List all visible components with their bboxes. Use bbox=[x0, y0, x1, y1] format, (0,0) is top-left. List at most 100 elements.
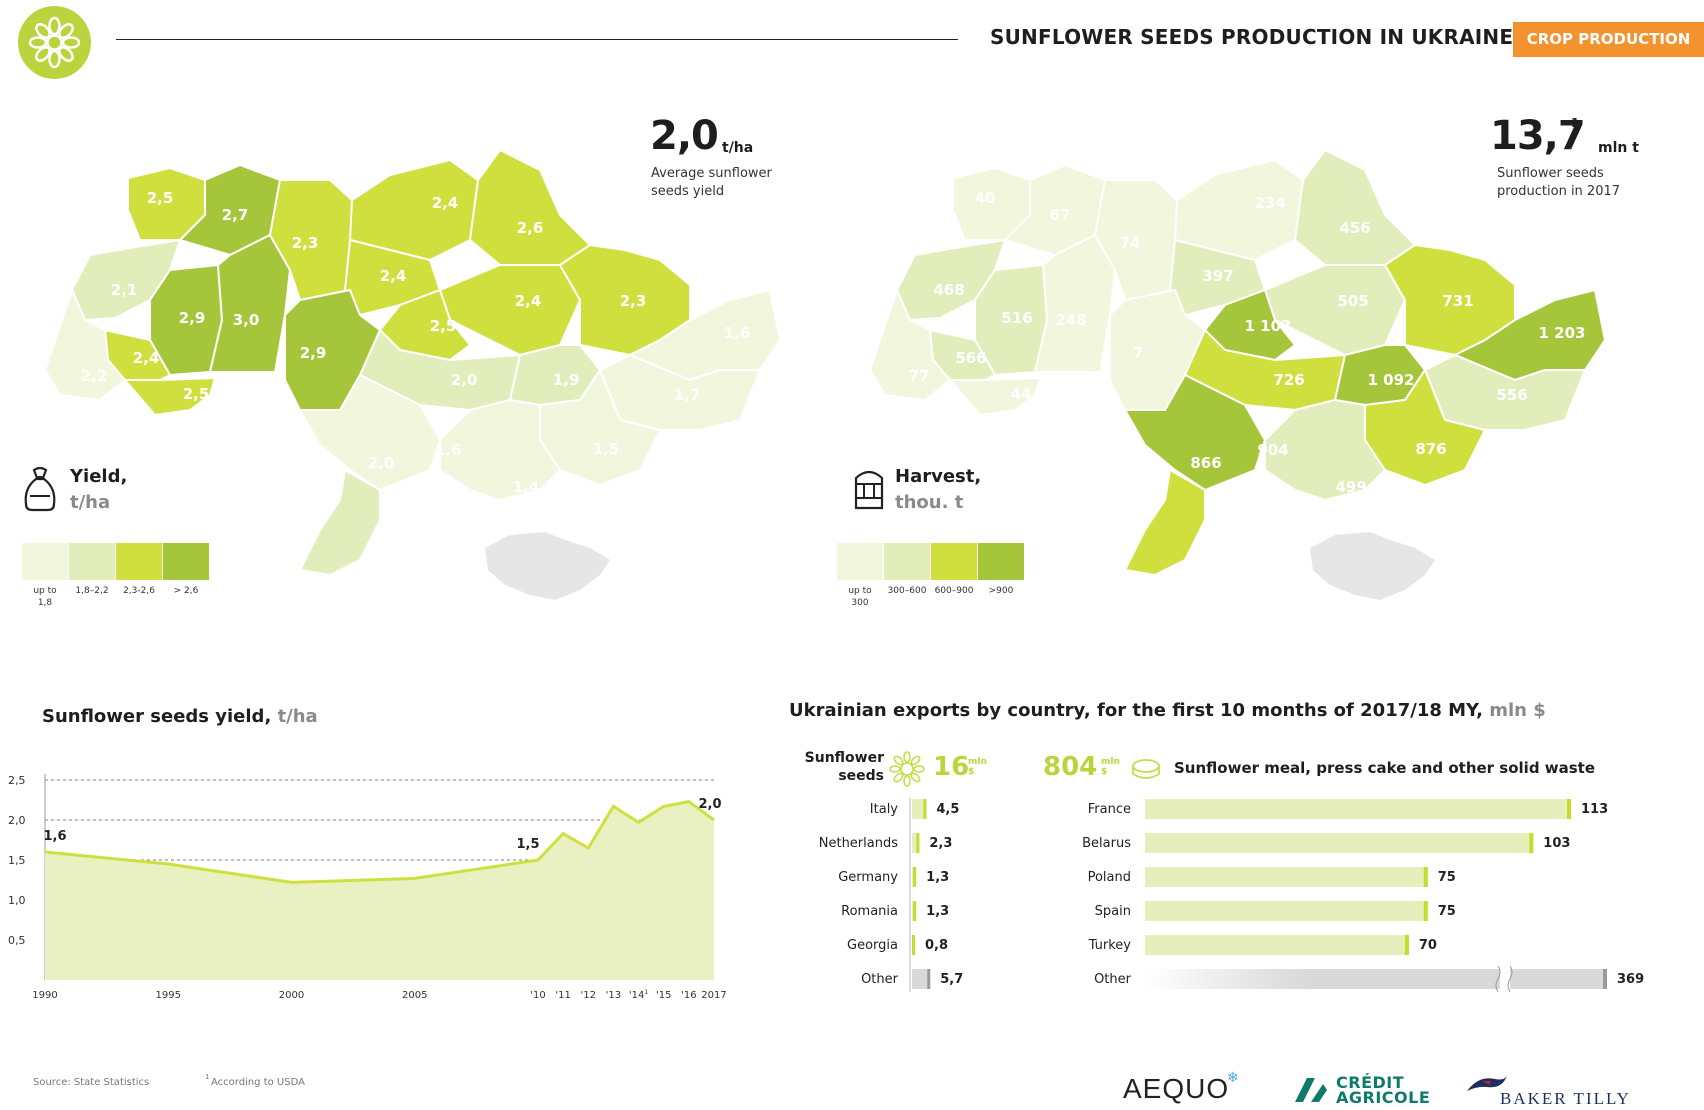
region-value-label: 74 bbox=[1120, 234, 1141, 252]
region-value-label: 1,6 bbox=[435, 441, 462, 459]
region-value-label: 1,4 bbox=[513, 478, 540, 496]
x-tick-label: 1990 bbox=[32, 990, 57, 1001]
harvest-total-caption: Sunflower seeds production in 2017 bbox=[1497, 165, 1620, 201]
map-region bbox=[1033, 233, 1117, 373]
credit-agricole-logo: CRÉDIT AGRICOLE bbox=[1336, 1073, 1431, 1107]
baker-tilly-icon bbox=[1465, 1073, 1509, 1099]
seeds-category-label: Italy bbox=[870, 802, 899, 817]
data-label: 1,5 bbox=[516, 837, 539, 852]
baker-tilly-logo: BAKER TILLY bbox=[1500, 1089, 1631, 1108]
region-value-label: 2,0 bbox=[451, 371, 478, 389]
legend-label: up to 1,8 bbox=[33, 586, 57, 608]
region-value-label: 566 bbox=[955, 349, 986, 367]
region-value-label: 2,5 bbox=[147, 189, 174, 207]
credit-agricole-icon bbox=[1293, 1076, 1329, 1108]
map-region bbox=[439, 398, 562, 502]
map-region bbox=[122, 376, 217, 417]
map-region bbox=[1293, 148, 1417, 266]
map-region bbox=[1123, 468, 1206, 577]
meal-category-label: Poland bbox=[1088, 870, 1131, 885]
region-value-label: 505 bbox=[1337, 292, 1368, 310]
yield-area bbox=[45, 801, 714, 980]
harvest-legend-title: Harvest, thou. t bbox=[895, 464, 981, 516]
meal-total-unit: mln $ bbox=[1101, 757, 1120, 777]
y-tick-label: 2,0 bbox=[8, 814, 26, 827]
region-value-label: 904 bbox=[1257, 441, 1288, 459]
legend-label: 2,3-2,6 bbox=[123, 586, 155, 596]
legend-swatch bbox=[116, 543, 162, 580]
region-value-label: 7 bbox=[1133, 344, 1143, 362]
avg-yield-unit: t/ha bbox=[722, 140, 754, 156]
meal-block-label: Sunflower meal, press cake and other sol… bbox=[1174, 759, 1596, 777]
region-value-label: 1,7 bbox=[674, 386, 701, 404]
meal-bar bbox=[1145, 799, 1572, 819]
x-tick-label: '13 bbox=[606, 990, 621, 1001]
exports-title-unit: mln $ bbox=[1489, 700, 1546, 721]
map-region bbox=[208, 233, 292, 373]
data-label: 2,0 bbox=[698, 797, 721, 812]
seeds-total-value: 16 bbox=[933, 752, 970, 782]
region-value-label: 1 103 bbox=[1245, 317, 1292, 335]
region-value-label: 866 bbox=[1190, 454, 1221, 472]
aequo-logo: AEQUO bbox=[1123, 1073, 1230, 1104]
meal-pellet-icon bbox=[1130, 756, 1162, 788]
region-value-label: 876 bbox=[1415, 440, 1446, 458]
y-tick-label: 1,0 bbox=[8, 894, 26, 907]
seeds-category-label: Other bbox=[861, 972, 899, 987]
region-value-label: 731 bbox=[1442, 292, 1473, 310]
meal-category-label: France bbox=[1088, 802, 1131, 817]
region-value-label: 556 bbox=[1496, 386, 1527, 404]
credit-agricole-line1: CRÉDIT bbox=[1336, 1073, 1405, 1092]
axis-break bbox=[1500, 966, 1510, 992]
region-value-label: 2,4 bbox=[133, 349, 160, 367]
region-value-label: 2,4 bbox=[515, 292, 542, 310]
region-value-label: 499 bbox=[1335, 478, 1366, 496]
avg-yield-caption-line1: Average sunflower bbox=[651, 166, 772, 181]
meal-bar-cap bbox=[1567, 799, 1572, 819]
avg-yield-value: 2,0 bbox=[650, 113, 719, 159]
x-tick-label: '15 bbox=[656, 990, 671, 1001]
map-region bbox=[43, 287, 127, 402]
region-value-label: 2,6 bbox=[517, 219, 544, 237]
yield-legend-label: Yield, bbox=[70, 466, 128, 487]
meal-unit-top: mln bbox=[1101, 757, 1120, 767]
y-tick-label: 2,5 bbox=[8, 774, 26, 787]
region-value-label: 2,1 bbox=[111, 281, 138, 299]
seeds-category-label: Romania bbox=[841, 904, 898, 919]
meal-value-label: 75 bbox=[1438, 870, 1456, 885]
region-value-label: 1,9 bbox=[553, 371, 580, 389]
crimea-shape bbox=[1310, 532, 1435, 600]
region-value-label: 2,0 bbox=[368, 454, 395, 472]
seeds-category-label: Germany bbox=[838, 870, 898, 885]
meal-category-label: Spain bbox=[1095, 904, 1131, 919]
y-tick-label: 1,5 bbox=[8, 854, 26, 867]
seeds-total-unit: mln $ bbox=[968, 757, 987, 777]
legend-swatch bbox=[22, 543, 68, 580]
seeds-category-label: Netherlands bbox=[819, 836, 898, 851]
axis-break-mark bbox=[1495, 965, 1501, 993]
sack-icon bbox=[22, 466, 58, 518]
x-tick-label: '11 bbox=[555, 990, 570, 1001]
legend-swatch bbox=[978, 543, 1024, 580]
seeds-bar-cap bbox=[913, 867, 917, 887]
x-tick-label: 1995 bbox=[156, 990, 181, 1001]
map-region bbox=[298, 468, 381, 577]
meal-unit-bottom: $ bbox=[1101, 767, 1108, 777]
meal-value-label: 70 bbox=[1419, 938, 1437, 953]
yield-map: 2,5 2,7 2,1 2,9 3,0 2,3 2,4 2,6 2,4 2,4 2,3 2,5 2,4 2… bbox=[43, 148, 782, 600]
region-value-label: 248 bbox=[1055, 311, 1086, 329]
x-tick-label: '141 bbox=[629, 989, 648, 1001]
meal-value-label: 75 bbox=[1438, 904, 1456, 919]
legend-swatch bbox=[69, 543, 115, 580]
legend-label: > 2,6 bbox=[173, 586, 199, 596]
meal-bar bbox=[1145, 935, 1409, 955]
seeds-bar bbox=[912, 833, 920, 853]
region-value-label: 1,6 bbox=[724, 324, 751, 342]
seeds-value-label: 1,3 bbox=[926, 870, 949, 885]
map-region bbox=[298, 373, 442, 492]
map-region bbox=[1123, 373, 1267, 492]
yield-chart-title-text: Sunflower seeds yield, bbox=[42, 706, 272, 727]
credit-agricole-line2: AGRICOLE bbox=[1336, 1088, 1431, 1107]
legend-label: 600–900 bbox=[934, 586, 974, 596]
meal-category-label: Other bbox=[1094, 972, 1132, 987]
